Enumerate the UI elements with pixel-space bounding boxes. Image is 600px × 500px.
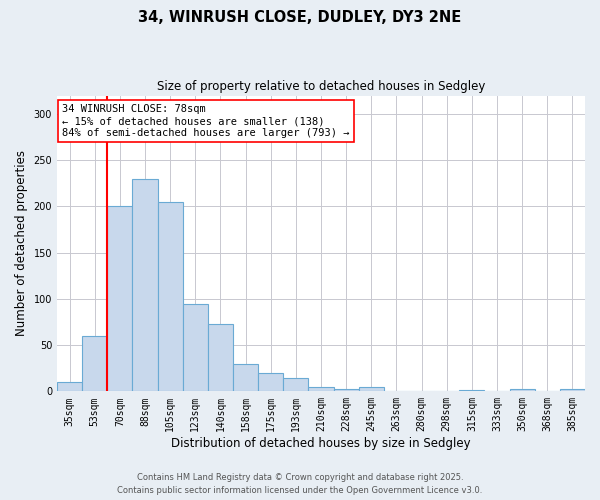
Y-axis label: Number of detached properties: Number of detached properties <box>15 150 28 336</box>
Bar <box>359 386 384 392</box>
Bar <box>233 364 258 392</box>
Bar <box>334 388 359 392</box>
Bar <box>158 202 183 392</box>
Bar <box>560 390 585 392</box>
Title: Size of property relative to detached houses in Sedgley: Size of property relative to detached ho… <box>157 80 485 93</box>
Bar <box>283 378 308 392</box>
Bar <box>509 390 535 392</box>
Bar <box>208 324 233 392</box>
Text: 34 WINRUSH CLOSE: 78sqm
← 15% of detached houses are smaller (138)
84% of semi-d: 34 WINRUSH CLOSE: 78sqm ← 15% of detache… <box>62 104 350 138</box>
Bar <box>308 386 334 392</box>
X-axis label: Distribution of detached houses by size in Sedgley: Distribution of detached houses by size … <box>171 437 471 450</box>
Bar <box>459 390 484 392</box>
Text: 34, WINRUSH CLOSE, DUDLEY, DY3 2NE: 34, WINRUSH CLOSE, DUDLEY, DY3 2NE <box>139 10 461 25</box>
Bar <box>57 382 82 392</box>
Text: Contains HM Land Registry data © Crown copyright and database right 2025.
Contai: Contains HM Land Registry data © Crown c… <box>118 474 482 495</box>
Bar <box>107 206 133 392</box>
Bar <box>133 178 158 392</box>
Bar <box>183 304 208 392</box>
Bar <box>82 336 107 392</box>
Bar <box>258 373 283 392</box>
